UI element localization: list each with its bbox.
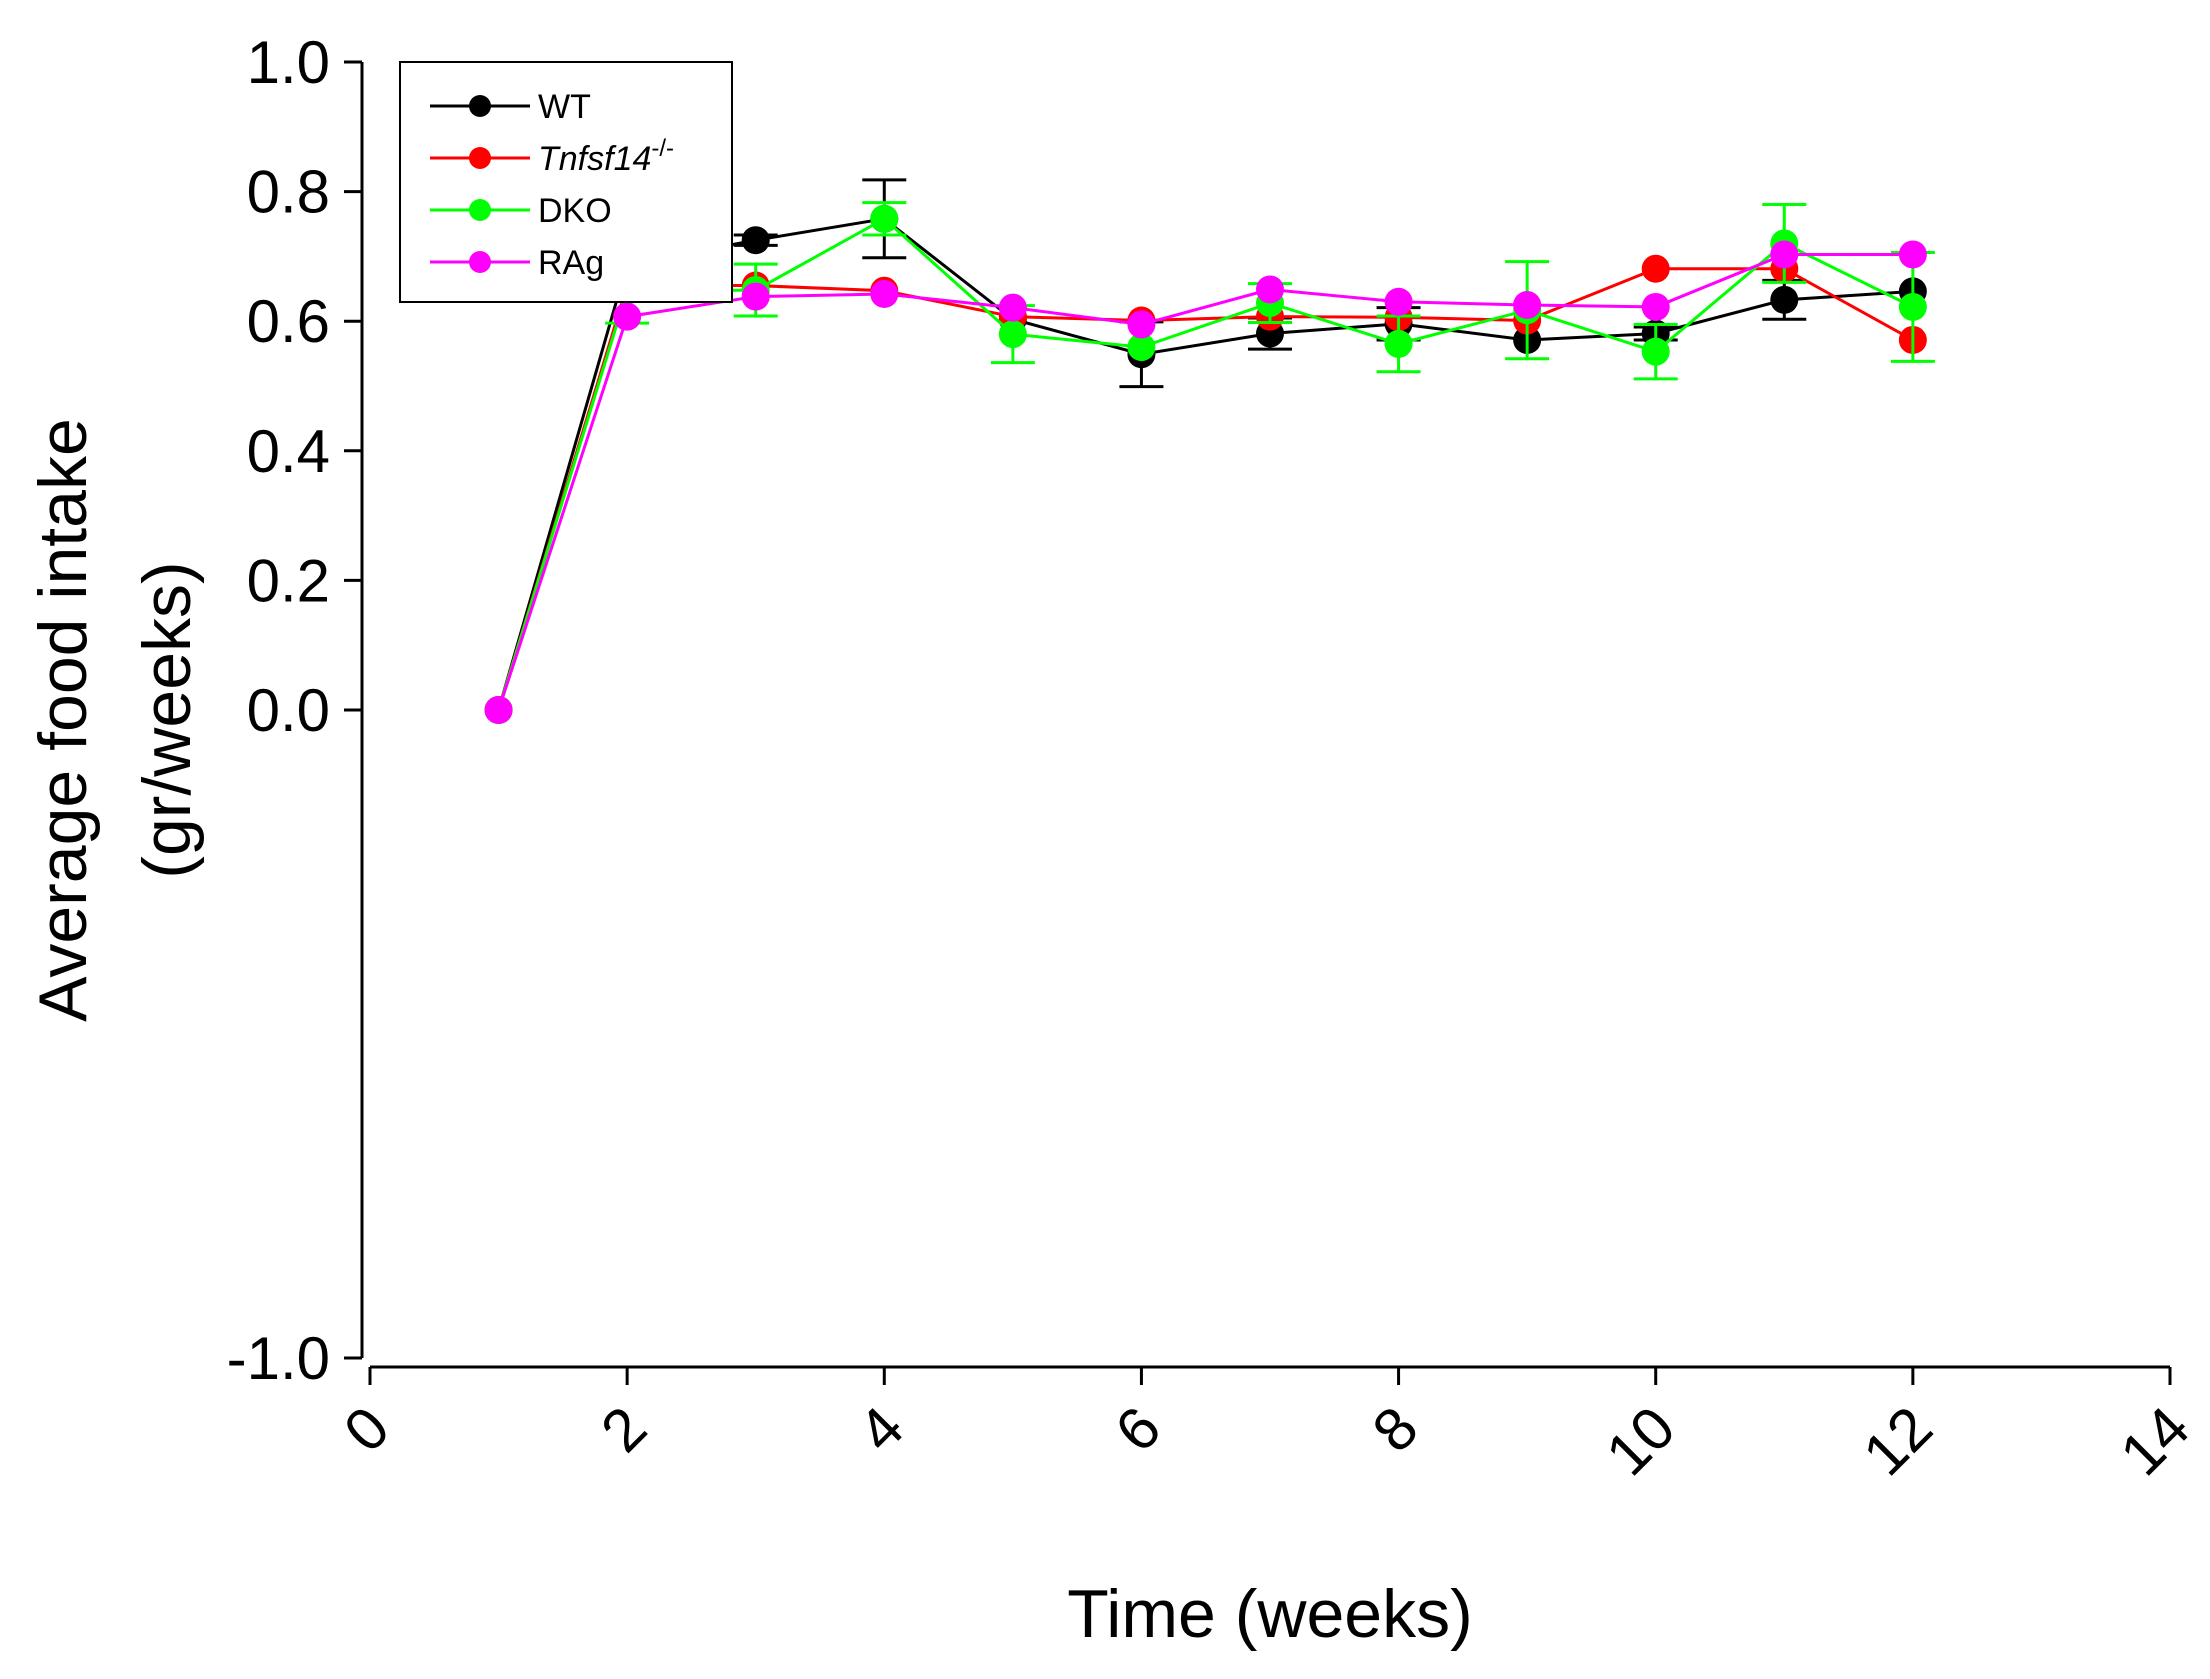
data-point (1898, 240, 1927, 269)
legend-marker (469, 147, 491, 169)
legend-label-base: DKO (538, 192, 612, 230)
legend-entry: RAg (430, 244, 604, 282)
legend-label: Tnfsf14-/- (538, 135, 674, 178)
y-axis-title: Average food intake (gr/weeks) (25, 418, 205, 1022)
data-point (1641, 254, 1670, 283)
data-point (1898, 292, 1927, 321)
x-tick-label: 6 (1102, 1394, 1173, 1465)
legend-marker (469, 95, 491, 117)
data-point (998, 293, 1027, 322)
data-point (1384, 287, 1413, 316)
series-layer (484, 178, 1935, 724)
y-tick-label: -1.0 (227, 1325, 330, 1392)
y-axis: -1.0 0.0 0.2 0.4 0.6 0.8 1.0 (227, 29, 364, 1392)
x-tick-label: 2 (588, 1394, 659, 1465)
data-point (870, 204, 899, 233)
y-tick-label: 0.0 (247, 677, 330, 744)
legend-label: DKO (538, 192, 612, 230)
data-point (998, 320, 1027, 349)
data-point (1641, 292, 1670, 321)
series-dko (484, 201, 1935, 724)
y-axis-title-line-2: (gr/weeks) (129, 561, 205, 878)
y-tick-label: 0.2 (247, 547, 330, 614)
data-point (1127, 333, 1156, 362)
data-point (613, 302, 642, 331)
y-tick-label: 0.4 (247, 418, 330, 485)
legend-label: WT (538, 88, 591, 126)
x-tick-label: 0 (331, 1394, 402, 1465)
legend-label-superscript: -/- (651, 135, 674, 162)
legend-entry: WT (430, 88, 591, 126)
data-point (1384, 329, 1413, 358)
legend-entry: Tnfsf14-/- (430, 135, 674, 178)
legend: WT Tnfsf14-/- DKO RAg (399, 61, 733, 303)
legend-marker (469, 251, 491, 273)
data-point (1770, 240, 1799, 269)
legend-entry: DKO (430, 192, 612, 230)
x-tick-label: 12 (1850, 1394, 1945, 1489)
y-axis-title-line-1: Average food intake (25, 418, 101, 1022)
data-point (1127, 310, 1156, 339)
x-tick-label: 10 (1593, 1394, 1688, 1489)
series-rag (484, 240, 1927, 724)
series-line (497, 267, 1914, 711)
data-point (741, 282, 770, 311)
y-tick-label: 1.0 (247, 29, 330, 96)
y-tick-label: 0.8 (247, 159, 330, 226)
x-tick-label: 14 (2107, 1394, 2202, 1489)
legend-label-base: WT (538, 88, 591, 126)
legend-label-base: RAg (538, 244, 604, 282)
data-point (1641, 337, 1670, 366)
data-point (870, 279, 899, 308)
x-axis-title: Time (weeks) (1067, 1576, 1473, 1652)
data-point (1256, 275, 1284, 304)
data-point (484, 696, 513, 724)
data-point (1513, 291, 1542, 319)
series-line (497, 216, 1914, 711)
x-tick-label: 4 (845, 1394, 916, 1465)
legend-label-base: Tnfsf14 (538, 140, 651, 178)
data-point (1770, 285, 1799, 314)
series-line (497, 252, 1913, 711)
y-tick-label: 0.6 (247, 288, 330, 355)
legend-marker (469, 199, 491, 221)
data-point (741, 226, 770, 255)
x-axis: 0 2 4 6 8 10 12 14 (331, 1365, 2202, 1489)
x-tick-label: 8 (1360, 1394, 1431, 1465)
legend-label: RAg (538, 244, 604, 282)
